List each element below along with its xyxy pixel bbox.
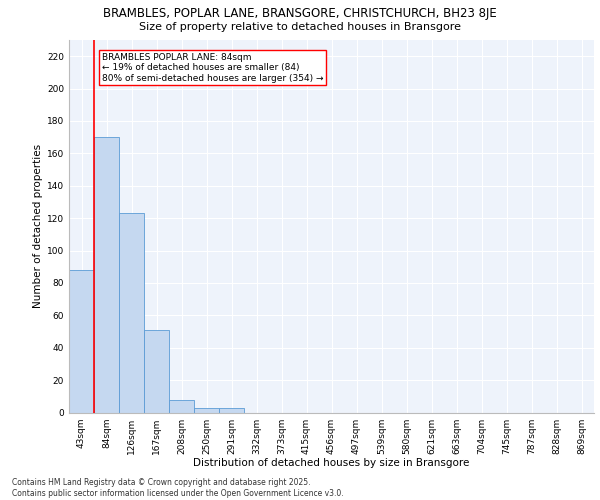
Bar [119,214,144,412]
Bar [194,408,219,412]
Text: Size of property relative to detached houses in Bransgore: Size of property relative to detached ho… [139,22,461,32]
Bar [69,270,94,412]
Bar [169,400,194,412]
Bar [94,137,119,412]
Y-axis label: Number of detached properties: Number of detached properties [33,144,43,308]
Bar [144,330,169,412]
Text: Contains HM Land Registry data © Crown copyright and database right 2025.
Contai: Contains HM Land Registry data © Crown c… [12,478,344,498]
Text: BRAMBLES POPLAR LANE: 84sqm
← 19% of detached houses are smaller (84)
80% of sem: BRAMBLES POPLAR LANE: 84sqm ← 19% of det… [101,53,323,83]
X-axis label: Distribution of detached houses by size in Bransgore: Distribution of detached houses by size … [193,458,470,468]
Bar [219,408,244,412]
Text: BRAMBLES, POPLAR LANE, BRANSGORE, CHRISTCHURCH, BH23 8JE: BRAMBLES, POPLAR LANE, BRANSGORE, CHRIST… [103,8,497,20]
